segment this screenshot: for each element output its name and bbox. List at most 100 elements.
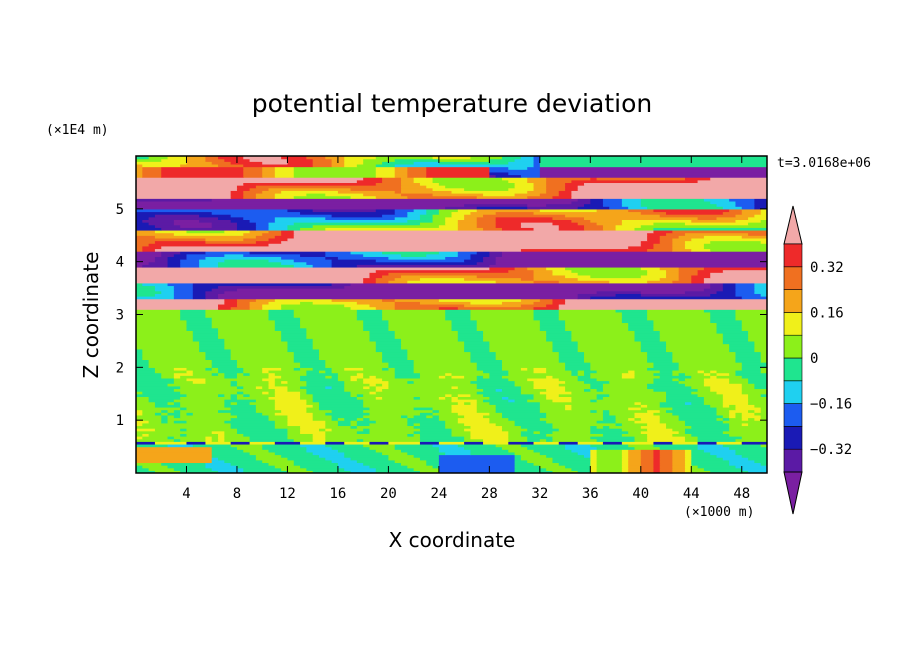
contour-cell	[300, 364, 326, 368]
contour-cell	[602, 425, 610, 429]
contour-cell	[647, 280, 673, 284]
contour-cell	[476, 375, 484, 379]
time-label: t=3.0168e+06	[777, 156, 871, 171]
contour-cell	[136, 375, 162, 379]
contour-cell	[274, 401, 307, 405]
contour-cell	[180, 396, 232, 400]
contour-cell	[262, 161, 289, 165]
contour-cell	[546, 335, 572, 339]
contour-cell	[634, 438, 648, 442]
contour-cell	[533, 396, 547, 400]
contour-cell	[754, 203, 767, 207]
contour-cell	[539, 327, 566, 331]
contour-cell	[136, 206, 446, 210]
contour-cell	[161, 158, 188, 162]
contour-cell	[243, 253, 301, 257]
contour-cell	[255, 235, 276, 239]
contour-cell	[464, 428, 503, 432]
contour-cell	[363, 417, 371, 421]
contour-cell	[142, 356, 207, 361]
contour-cell	[369, 428, 421, 432]
contour-cell	[331, 367, 345, 371]
contour-cell	[546, 338, 572, 342]
contour-cell	[337, 375, 352, 379]
contour-cell	[748, 380, 767, 384]
contour-cell	[552, 340, 579, 345]
contour-cell	[464, 303, 522, 308]
contour-cell	[312, 438, 326, 442]
contour-cell	[344, 367, 364, 371]
contour-cell	[514, 462, 535, 466]
contour-cell	[558, 462, 591, 466]
contour-cell	[236, 187, 251, 191]
contour-cell	[350, 470, 377, 473]
contour-cell	[451, 385, 459, 390]
contour-cell	[312, 451, 345, 456]
contour-cell	[136, 332, 194, 337]
contour-cell	[748, 457, 767, 461]
contour-cell	[136, 362, 150, 366]
contour-cell	[735, 285, 755, 289]
contour-cell	[445, 393, 453, 397]
contour-cell	[445, 375, 453, 379]
contour-cell	[640, 274, 667, 279]
contour-cell	[136, 459, 213, 464]
contour-cell	[476, 216, 497, 220]
contour-cell	[483, 332, 547, 337]
colorbar-segment	[783, 380, 803, 404]
contour-cell	[375, 156, 434, 160]
contour-cell	[180, 311, 207, 316]
contour-cell	[142, 351, 207, 355]
contour-cell	[464, 340, 490, 345]
contour-cell	[218, 369, 244, 374]
contour-cell	[180, 224, 213, 228]
contour-cell	[552, 436, 591, 440]
contour-cell	[716, 203, 737, 207]
contour-cell	[325, 369, 333, 374]
contour-cell	[596, 396, 604, 400]
contour-cell	[344, 388, 377, 392]
contour-cell	[382, 317, 446, 321]
contour-cell	[741, 454, 767, 458]
contour-cell	[350, 377, 358, 382]
contour-cell	[363, 438, 421, 442]
contour-cell	[653, 462, 661, 466]
contour-cell	[483, 414, 503, 419]
contour-cell	[306, 401, 320, 405]
contour-cell	[136, 282, 143, 287]
contour-cell	[691, 274, 711, 279]
contour-cell	[729, 372, 737, 376]
contour-cell	[438, 414, 465, 419]
contour-cell	[173, 293, 194, 297]
contour-cell	[754, 412, 767, 416]
contour-cell	[672, 229, 767, 234]
contour-cell	[375, 277, 396, 281]
contour-cell	[407, 420, 446, 424]
contour-cell	[224, 253, 244, 257]
contour-cell	[678, 272, 699, 276]
contour-cell	[211, 288, 238, 292]
contour-cell	[476, 385, 522, 390]
contour-cell	[483, 214, 566, 218]
contour-cell	[186, 412, 194, 416]
contour-cell	[659, 467, 673, 471]
contour-cell	[628, 457, 642, 461]
contour-cell	[672, 356, 737, 361]
contour-cell	[590, 425, 598, 429]
contour-cell	[300, 362, 326, 366]
contour-cell	[167, 259, 181, 263]
contour-cell	[136, 356, 143, 361]
contour-cell	[136, 240, 156, 244]
contour-cell	[735, 290, 755, 294]
contour-cell	[312, 396, 358, 400]
contour-cell	[659, 237, 673, 242]
contour-cell	[375, 348, 408, 353]
contour-cell	[136, 253, 162, 257]
contour-cell	[609, 380, 655, 384]
contour-cell	[161, 253, 175, 257]
contour-cell	[501, 227, 535, 231]
contour-cell	[142, 409, 162, 413]
contour-cell	[754, 290, 767, 294]
contour-cell	[533, 280, 560, 284]
contour-cell	[457, 227, 484, 231]
